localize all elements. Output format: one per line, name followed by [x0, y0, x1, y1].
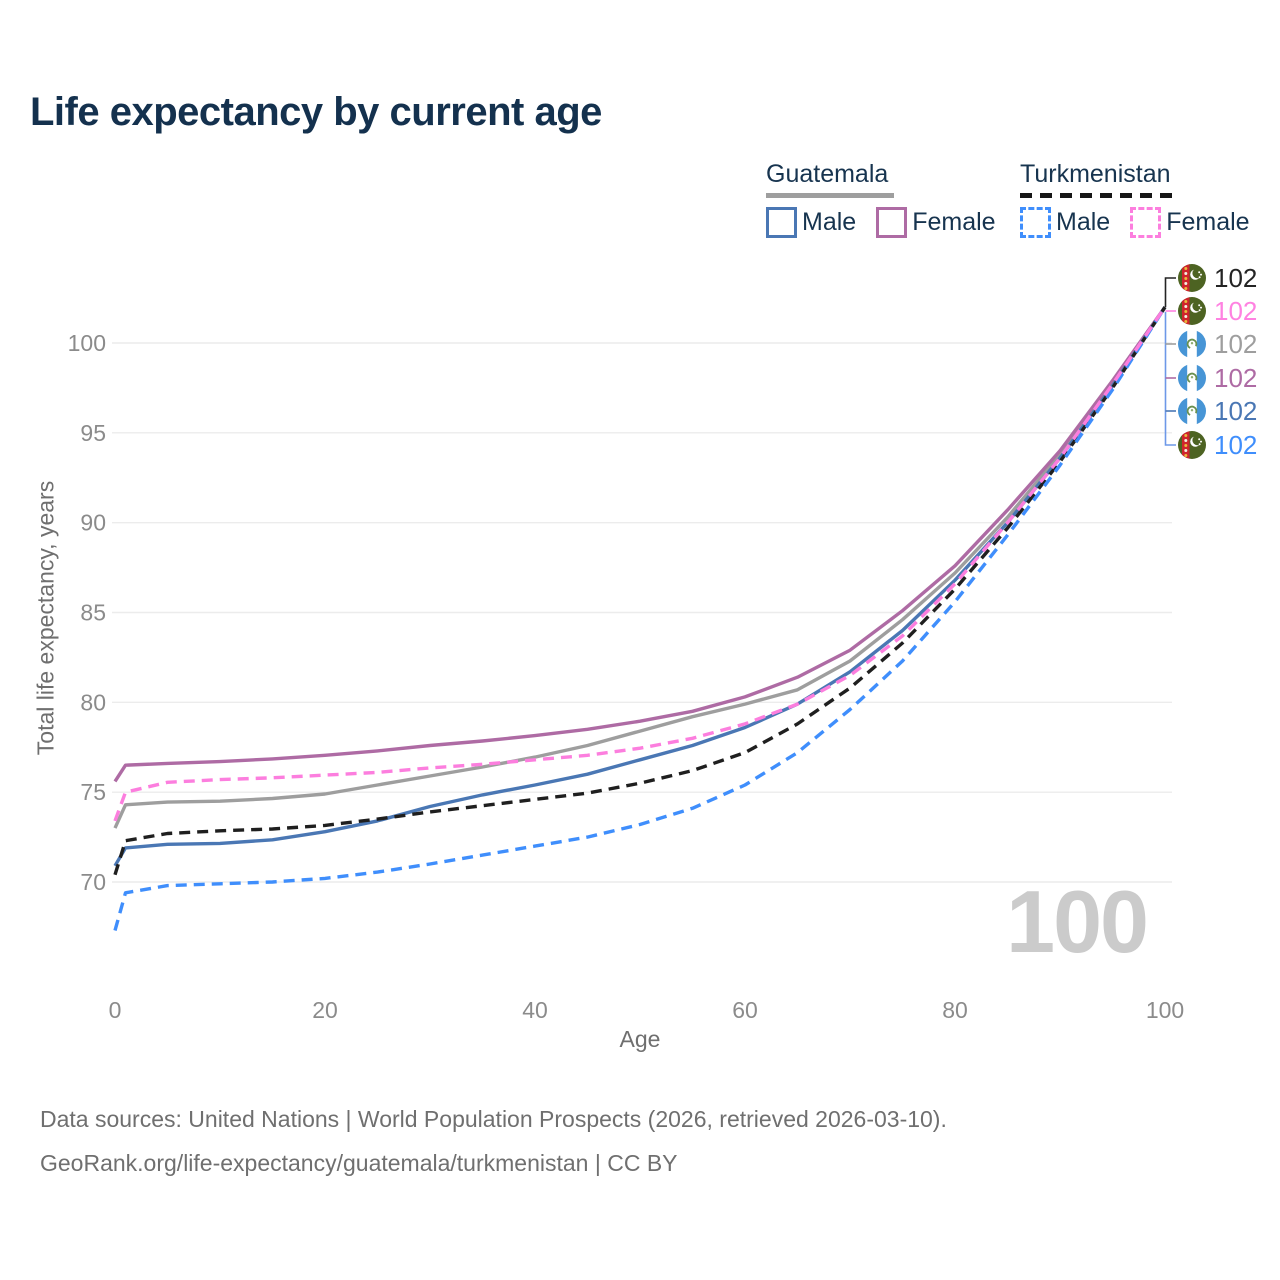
end-label-connectors: [1164, 277, 1176, 446]
guatemala-female-swatch-icon: [876, 207, 908, 238]
end-label-guatemala-male: 102: [1178, 397, 1257, 425]
turkmenistan-line-swatch: [1020, 193, 1178, 198]
footer: Data sources: United Nations | World Pop…: [40, 1106, 947, 1177]
legend-row-turkmenistan: Male Female: [1020, 207, 1250, 238]
turkmenistan-flag-icon: [1178, 264, 1206, 292]
x-tick-label: 100: [1146, 997, 1184, 1023]
series-line-turkmenistan-female: [113, 306, 1167, 822]
legend-label-turkmenistan-female: Female: [1166, 208, 1250, 236]
end-label-value: 102: [1214, 296, 1258, 326]
end-label-guatemala-female: 102: [1178, 364, 1257, 392]
series-line-turkmenistan-male: [113, 306, 1167, 931]
y-tick-label: 85: [80, 600, 106, 626]
y-tick-label: 100: [68, 330, 106, 356]
y-tick-label: 80: [80, 689, 106, 715]
legend-group-turkmenistan: Turkmenistan Male Female: [1020, 160, 1250, 238]
turkmenistan-flag-icon: [1178, 431, 1206, 459]
x-axis-title: Age: [619, 1026, 661, 1052]
y-tick-label: 95: [80, 420, 106, 446]
turkmenistan-female-swatch-icon: [1130, 207, 1162, 238]
end-label-turkmenistan-male: 102: [1178, 431, 1257, 459]
legend-label-guatemala-male: Male: [802, 208, 857, 236]
legend-label-turkmenistan-male: Male: [1056, 208, 1111, 236]
y-tick-label: 75: [80, 779, 106, 805]
y-axis-title: Total life expectancy, years: [32, 480, 59, 756]
end-label-turkmenistan-female: 102: [1178, 297, 1257, 325]
turkmenistan-flag-icon: [1178, 264, 1206, 292]
guatemala-flag-icon: [1178, 330, 1206, 358]
legend-item-turkmenistan-female[interactable]: Female: [1130, 207, 1250, 238]
turkmenistan-flag-icon: [1178, 297, 1206, 325]
x-tick-label: 60: [732, 997, 758, 1023]
legend-label-guatemala-female: Female: [912, 208, 996, 236]
y-tick-label: 70: [80, 869, 106, 895]
legend-country-turkmenistan: Turkmenistan: [1020, 160, 1171, 188]
legend-row-guatemala: Male Female: [766, 207, 996, 238]
end-label-value: 102: [1214, 363, 1258, 393]
series-line-guatemala-male: [113, 306, 1167, 867]
connector-bracket: [1164, 312, 1176, 446]
x-tick-label: 40: [522, 997, 548, 1023]
legend-group-guatemala: Guatemala Male Female: [766, 160, 996, 238]
turkmenistan-flag-icon: [1178, 297, 1206, 325]
x-tick-label: 0: [109, 997, 122, 1023]
turkmenistan-flag-icon: [1178, 431, 1206, 459]
x-tick-label: 80: [942, 997, 968, 1023]
series-line-turkmenistan-avg: [113, 306, 1167, 876]
x-tick-label: 20: [312, 997, 338, 1023]
turkmenistan-male-swatch-icon: [1020, 207, 1051, 238]
end-label-value: 102: [1214, 329, 1258, 359]
guatemala-male-swatch-icon: [766, 207, 797, 238]
end-label-value: 102: [1214, 263, 1258, 293]
y-tick-label: 90: [80, 510, 106, 536]
end-label-value: 102: [1214, 396, 1258, 426]
legend-country-guatemala: Guatemala: [766, 160, 889, 188]
end-label-value: 102: [1214, 430, 1258, 460]
series-line-guatemala-avg: [113, 306, 1167, 829]
page-title: Life expectancy by current age: [30, 90, 602, 134]
footer-attribution: GeoRank.org/life-expectancy/guatemala/tu…: [40, 1150, 678, 1176]
guatemala-flag-icon: [1178, 397, 1206, 425]
legend-item-turkmenistan-male[interactable]: Male: [1020, 207, 1110, 238]
end-label-guatemala-avg: 102: [1178, 330, 1257, 358]
series-line-guatemala-female: [113, 306, 1167, 783]
footer-sources: Data sources: United Nations | World Pop…: [40, 1106, 947, 1132]
end-label-turkmenistan-avg: 102: [1178, 264, 1257, 292]
current-age-watermark: 100: [1006, 872, 1149, 971]
guatemala-flag-icon: [1178, 364, 1206, 392]
guatemala-flag-icon: [1178, 397, 1206, 425]
legend-item-guatemala-female[interactable]: Female: [876, 207, 996, 238]
guatemala-line-swatch: [766, 193, 894, 198]
connector-black: [1164, 277, 1176, 307]
guatemala-flag-icon: [1178, 330, 1206, 358]
legend-item-guatemala-male[interactable]: Male: [766, 207, 856, 238]
guatemala-flag-icon: [1178, 364, 1206, 392]
